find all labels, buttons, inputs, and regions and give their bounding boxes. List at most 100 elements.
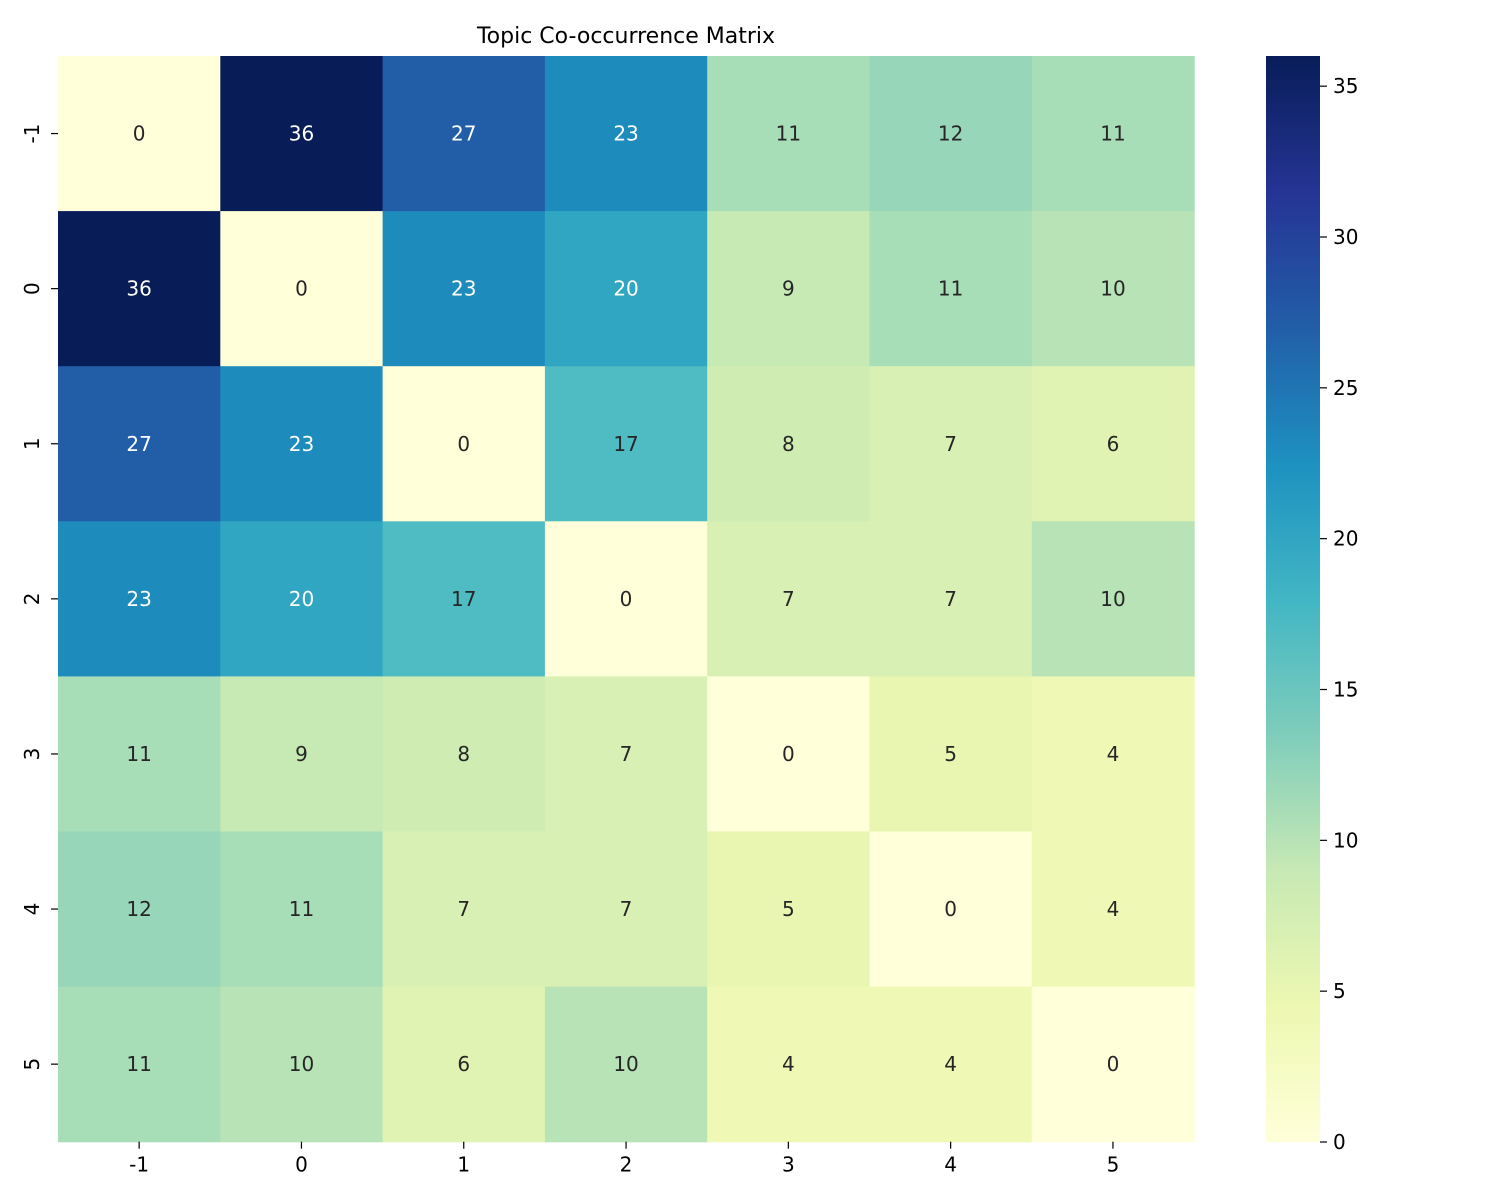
cell-value-label: 4	[1107, 897, 1120, 921]
cell-value-label: 8	[782, 432, 795, 456]
heatmap-cell	[869, 56, 1033, 212]
heatmap-cell	[220, 986, 384, 1143]
colorbar-tick-label: 0	[1333, 1130, 1346, 1154]
heatmap-cell	[220, 211, 384, 367]
cell-value-label: 8	[457, 742, 470, 766]
colorbar: 0 5 10 15 20 25 30 35	[1266, 56, 1358, 1154]
cell-value-label: 0	[295, 277, 308, 301]
heatmap-cell	[382, 831, 546, 988]
cell-value-label: 7	[457, 897, 470, 921]
heatmap-cell	[58, 366, 221, 522]
cell-value-label: 23	[451, 277, 476, 301]
cell-value-label: 11	[289, 897, 314, 921]
heatmap-cell	[707, 56, 871, 212]
heatmap-cell	[544, 831, 708, 988]
heatmap-cell	[382, 521, 546, 677]
cell-value-label: 10	[1100, 587, 1125, 611]
cell-value-label: 23	[613, 122, 638, 146]
cell-annotations: 0 36 27 23 11 12 11 36 0 23 20 9 11 10 27 23 0 17 8 7 6 23 20 1…	[126, 122, 1125, 1077]
heatmap-cell	[58, 831, 221, 988]
heatmap-cells	[58, 56, 1195, 1143]
cell-value-label: 17	[613, 432, 638, 456]
cell-value-label: 7	[620, 742, 633, 766]
cell-value-label: 10	[613, 1052, 638, 1076]
cell-value-label: 0	[944, 897, 957, 921]
cell-value-label: 23	[289, 432, 314, 456]
heatmap-cell	[544, 521, 708, 677]
x-tick-label: 2	[620, 1153, 633, 1177]
cell-value-label: 4	[1107, 742, 1120, 766]
heatmap-cell	[707, 366, 871, 522]
heatmap-cell	[869, 831, 1033, 988]
heatmap-cell	[382, 366, 546, 522]
y-tick-label: 4	[20, 903, 44, 916]
heatmap-cell	[382, 56, 546, 212]
cell-value-label: 20	[613, 277, 638, 301]
colorbar-tick-label: 25	[1333, 376, 1358, 400]
y-tick-label: 0	[20, 282, 44, 295]
cell-value-label: 17	[451, 587, 476, 611]
cell-value-label: 0	[620, 587, 633, 611]
heatmap-cell	[544, 676, 708, 833]
cell-value-label: 6	[1107, 432, 1120, 456]
heatmap-cell	[382, 986, 546, 1143]
cell-value-label: 0	[457, 432, 470, 456]
y-tick-label: 2	[20, 592, 44, 605]
cell-value-label: 11	[126, 1052, 151, 1076]
heatmap-cell	[1031, 986, 1195, 1143]
x-axis: -1 0 1 2 3 4 5	[129, 1141, 1119, 1177]
cell-value-label: 11	[776, 122, 801, 146]
cell-value-label: 6	[457, 1052, 470, 1076]
heatmap-cell	[869, 521, 1033, 677]
cell-value-label: 7	[782, 587, 795, 611]
heatmap-cell	[220, 831, 384, 988]
heatmap-cell	[382, 211, 546, 367]
cell-value-label: 9	[782, 277, 795, 301]
colorbar-tick-label: 20	[1333, 527, 1358, 551]
colorbar-tick-label: 10	[1333, 828, 1358, 852]
cell-value-label: 0	[782, 742, 795, 766]
cell-value-label: 4	[944, 1052, 957, 1076]
colorbar-tick-label: 15	[1333, 678, 1358, 702]
heatmap-cell	[220, 366, 384, 522]
heatmap-cell	[382, 676, 546, 833]
heatmap-cell	[58, 521, 221, 677]
heatmap-cell	[869, 211, 1033, 367]
heatmap-cell	[544, 56, 708, 212]
y-tick-label: 1	[20, 437, 44, 450]
cell-value-label: 7	[620, 897, 633, 921]
cell-value-label: 27	[126, 432, 151, 456]
cell-value-label: 10	[289, 1052, 314, 1076]
heatmap-cell	[707, 831, 871, 988]
cell-value-label: 7	[944, 587, 957, 611]
heatmap-cell	[544, 366, 708, 522]
cell-value-label: 4	[782, 1052, 795, 1076]
heatmap-cell	[220, 676, 384, 833]
cell-value-label: 11	[126, 742, 151, 766]
cell-value-label: 11	[938, 277, 963, 301]
y-tick-label: -1	[20, 124, 44, 144]
y-tick-label: 3	[20, 748, 44, 761]
colorbar-tick-label: 35	[1333, 74, 1358, 98]
heatmap-cell	[1031, 676, 1195, 833]
heatmap-cell	[58, 56, 221, 212]
chart-title: Topic Co-occurrence Matrix	[476, 24, 775, 49]
cell-value-label: 23	[126, 587, 151, 611]
cell-value-label: 36	[289, 122, 314, 146]
cell-value-label: 0	[1107, 1052, 1120, 1076]
cell-value-label: 5	[782, 897, 795, 921]
cell-value-label: 36	[126, 277, 151, 301]
heatmap-cell	[1031, 521, 1195, 677]
heatmap-cell	[707, 986, 871, 1143]
cell-value-label: 5	[944, 742, 957, 766]
y-tick-label: 5	[20, 1058, 44, 1071]
colorbar-tick-label: 30	[1333, 225, 1358, 249]
heatmap-cell	[58, 676, 221, 833]
x-tick-label: -1	[129, 1153, 149, 1177]
heatmap-cell	[1031, 366, 1195, 522]
cell-value-label: 10	[1100, 277, 1125, 301]
colorbar-gradient	[1266, 56, 1320, 1142]
y-axis: -1 0 1 2 3 4 5	[20, 124, 58, 1071]
heatmap-cell	[220, 56, 384, 212]
